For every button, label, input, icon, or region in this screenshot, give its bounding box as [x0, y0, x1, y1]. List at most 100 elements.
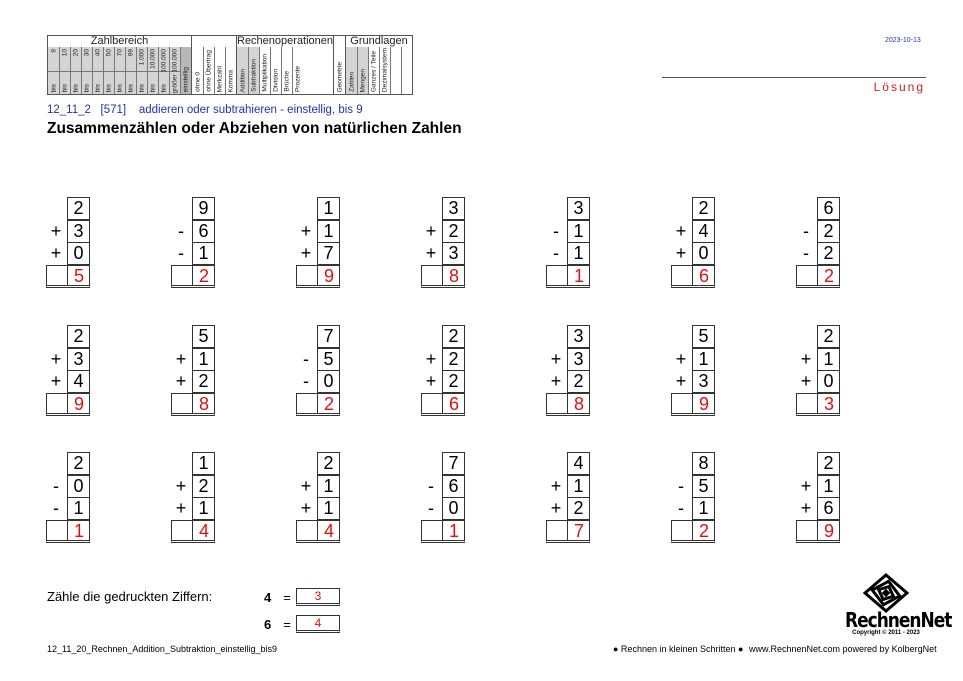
category-column-top-label: 20: [72, 49, 80, 57]
problem: 2 4 0 + +6: [671, 197, 717, 288]
category-column-top-label: 10: [61, 49, 69, 57]
operator-sign: +: [300, 220, 312, 241]
answer-value: 9: [698, 394, 709, 414]
category-group: Grundlagen Zahlen Mengen Ganzes / Teile Dezi…: [345, 35, 414, 95]
footer-slogan: ● Rechnen in kleinen Schritten ●: [613, 644, 744, 654]
category-column-label: bis: [61, 83, 69, 92]
operator-sign: -: [53, 475, 59, 496]
answer-value: 5: [73, 266, 84, 286]
answer-value: 8: [198, 394, 209, 414]
operand-digit: 1: [192, 347, 215, 371]
answer-box: 1: [421, 520, 465, 543]
operand-digit: 2: [817, 242, 840, 265]
answer-box: 2: [171, 265, 215, 288]
answer-box: 9: [46, 393, 90, 416]
category-column: ohne Übertrag: [203, 47, 214, 94]
answer-box: 6: [421, 393, 465, 416]
answer-value: 2: [698, 521, 709, 541]
operator-sign: +: [675, 348, 687, 369]
operator-sign: -: [178, 243, 184, 263]
operand-digit: 5: [192, 325, 215, 348]
operator-sign: -: [803, 220, 809, 241]
operand-digit: 4: [67, 370, 90, 393]
category-column-label: Dezimalsystem: [381, 47, 389, 92]
category-column: Prozente: [292, 47, 303, 94]
operator-sign: +: [800, 475, 812, 496]
operand-digit: 2: [442, 325, 465, 348]
problem: 2 2 2 + +6: [421, 325, 467, 416]
worksheet-code: 12_11_2 [571] addieren oder subtrahieren…: [47, 104, 363, 116]
category-column: [401, 47, 412, 94]
operand-digit: 1: [567, 242, 590, 265]
answer-box: 2: [296, 393, 340, 416]
category-column: Ganzes / Teile: [368, 47, 379, 94]
answer-value: 1: [73, 521, 84, 541]
operand-digit: 1: [692, 347, 715, 371]
operand-digit: 1: [317, 219, 340, 243]
problem: 5 1 3 + +9: [671, 325, 717, 416]
answer-box: 6: [671, 265, 715, 288]
category-table: Zahlbereich 9 bis 10 bis 20 bis 30 bis 40 bis 50 bis…: [47, 35, 414, 95]
category-column-label: Geometrie: [336, 61, 344, 92]
operand-digit: 5: [692, 325, 715, 348]
spiral-logo-icon: [863, 573, 909, 613]
operator-sign: -: [803, 243, 809, 263]
category-column-label: bis: [116, 83, 124, 92]
category-column: Zahlen: [346, 47, 358, 94]
category-column: 30 bis: [81, 47, 92, 94]
logo-brand: RechnenNet: [845, 608, 952, 633]
category-column: Mengen: [357, 47, 369, 94]
answer-value: 9: [73, 394, 84, 414]
operand-digit: 6: [817, 197, 840, 220]
category-column-label: bis: [94, 83, 102, 92]
category-column-label: bis: [149, 83, 157, 92]
category-column-top-label: 50: [105, 49, 113, 57]
operand-digit: 2: [442, 370, 465, 393]
category-column-label: Ganzes / Teile: [370, 50, 378, 92]
operator-sign: +: [550, 371, 562, 391]
category-column-top-label: 30: [83, 49, 91, 57]
operand-digit: 1: [192, 497, 215, 520]
operand-digit: 8: [692, 452, 715, 475]
date: 2023-10-13: [885, 37, 921, 44]
problem: 2 1 6 + +9: [796, 452, 842, 543]
operand-digit: 0: [692, 242, 715, 265]
operator-sign: +: [425, 220, 437, 241]
operand-digit: 4: [692, 219, 715, 243]
operand-digit: 0: [317, 370, 340, 393]
operator-sign: +: [800, 371, 812, 391]
operand-digit: 0: [67, 474, 90, 498]
operand-digit: 2: [192, 474, 215, 498]
category-column: 10.000 bis: [147, 47, 158, 94]
category-column-label: Zahlen: [348, 72, 356, 92]
category-column-top-label: 40: [94, 49, 102, 57]
operand-digit: 0: [67, 242, 90, 265]
category-group: Geometrie: [333, 35, 346, 95]
category-column: 9 bis: [48, 47, 59, 94]
answer-box: 8: [421, 265, 465, 288]
operand-digit: 0: [817, 370, 840, 393]
operand-digit: 2: [67, 197, 90, 220]
operand-digit: 1: [567, 219, 590, 243]
operand-digit: 6: [817, 497, 840, 520]
category-column-label: Subtraktion: [250, 59, 258, 92]
operand-digit: 1: [567, 474, 590, 498]
operator-sign: +: [50, 220, 62, 241]
operator-sign: +: [50, 348, 62, 369]
category-column: 100.000 bis: [158, 47, 169, 94]
operand-digit: 2: [817, 452, 840, 475]
answer-box: 7: [546, 520, 590, 543]
category-column-label: Multiplikation: [261, 54, 269, 92]
category-column: 40 bis: [92, 47, 103, 94]
category-column: Subtraktion: [248, 47, 259, 94]
category-group: ohne 0 ohne Übertrag Merkzahl Komma: [191, 35, 236, 95]
problem: 1 1 7 + +9: [296, 197, 342, 288]
operand-digit: 2: [567, 370, 590, 393]
category-column-label: Brüche: [283, 71, 291, 92]
count-answer: 4: [296, 615, 340, 633]
